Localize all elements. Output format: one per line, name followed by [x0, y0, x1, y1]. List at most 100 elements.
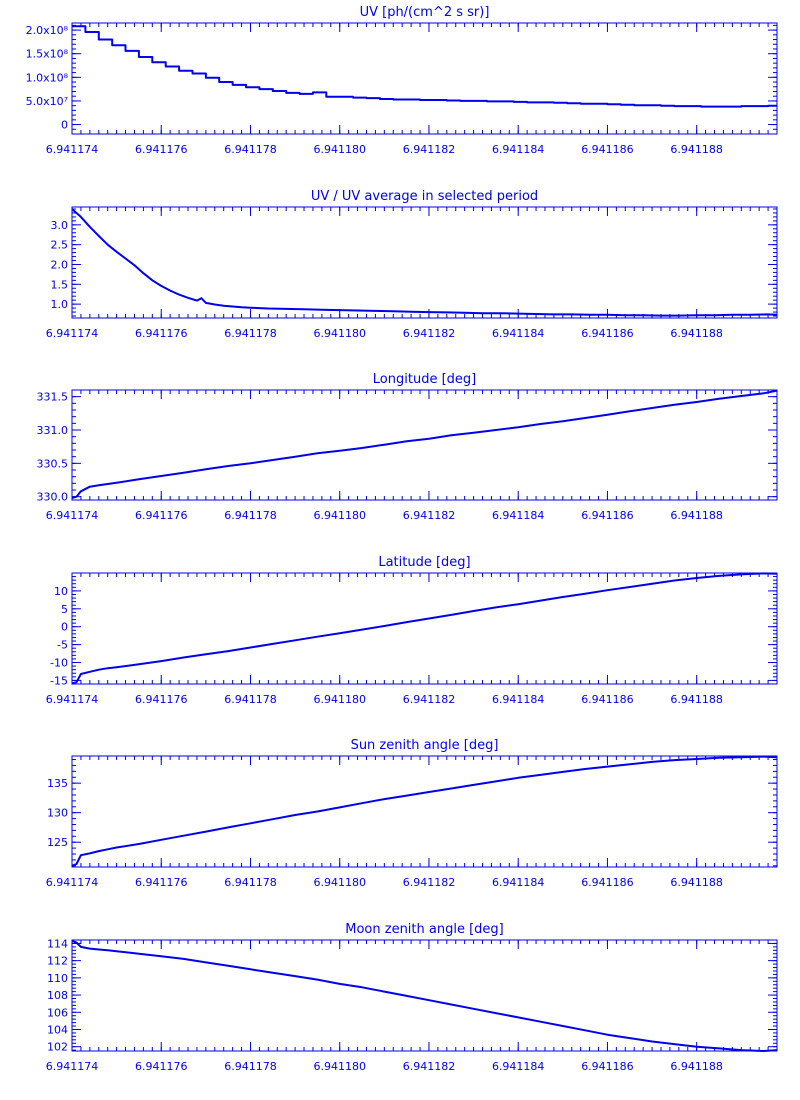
uv-ratio-x-tick-label: 6.941182 — [403, 327, 456, 340]
sun-zenith-y-tick-label: 135 — [47, 777, 68, 790]
uv-x-tick-label: 6.941180 — [313, 143, 366, 156]
longitude-x-tick-label: 6.941188 — [670, 509, 723, 522]
latitude-x-tick-label: 6.941182 — [403, 693, 456, 706]
moon-zenith-plot-frame — [71, 939, 778, 1052]
longitude-x-tick-label: 6.941184 — [492, 509, 545, 522]
uv-ratio-x-tick-label: 6.941174 — [46, 327, 99, 340]
moon-zenith-y-tick-label: 108 — [47, 989, 68, 1002]
moon-zenith-series-line — [71, 939, 778, 1052]
latitude-panel: Latitude [deg] 6.941174 6.941176 6.941178 6.… — [46, 555, 778, 706]
latitude-x-tick-label: 6.941188 — [670, 693, 723, 706]
uv-x-tick-label: 6.941184 — [492, 143, 545, 156]
longitude-x-tick-label: 6.941180 — [313, 509, 366, 522]
sun-zenith-y-tick-label: 125 — [47, 836, 68, 849]
uv-title: UV [ph/(cm^2 s sr)] — [360, 5, 490, 20]
uv-x-tick-label: 6.941188 — [670, 143, 723, 156]
uv-y-tick-label: 0 — [61, 119, 68, 132]
uv-ratio-y-tick-label: 1.5 — [51, 278, 69, 291]
sun-zenith-x-tick-label: 6.941188 — [670, 876, 723, 889]
latitude-x-tick-label: 6.941186 — [581, 693, 634, 706]
uv-x-tick-label: 6.941178 — [224, 143, 277, 156]
uv-x-tick-label: 6.941186 — [581, 143, 634, 156]
longitude-y-tick-label: 331.5 — [37, 391, 69, 404]
moon-zenith-y-tick-label: 106 — [47, 1006, 68, 1019]
moon-zenith-y-tick-label: 102 — [47, 1041, 68, 1054]
uv-ratio-x-tick-label: 6.941186 — [581, 327, 634, 340]
latitude-y-tick-label: -15 — [50, 674, 68, 687]
uv-ratio-x-tick-label: 6.941178 — [224, 327, 277, 340]
uv-ratio-x-tick-label: 6.941188 — [670, 327, 723, 340]
sun-zenith-plot-frame — [71, 755, 778, 868]
uv-ratio-x-tick-label: 6.941180 — [313, 327, 366, 340]
longitude-x-tick-label: 6.941182 — [403, 509, 456, 522]
longitude-series-line — [71, 389, 778, 499]
sun-zenith-x-tick-label: 6.941176 — [135, 876, 188, 889]
uv-plot-frame — [71, 22, 778, 135]
longitude-title: Longitude [deg] — [373, 372, 476, 387]
moon-zenith-x-tick-label: 6.941174 — [46, 1060, 99, 1073]
moon-zenith-x-tick-label: 6.941178 — [224, 1060, 277, 1073]
uv-y-tick-label: 2.0x10⁸ — [26, 24, 69, 37]
uv-ratio-title: UV / UV average in selected period — [311, 189, 538, 204]
moon-zenith-x-tick-label: 6.941186 — [581, 1060, 634, 1073]
latitude-y-tick-label: 0 — [61, 621, 68, 634]
moon-zenith-panel: Moon zenith angle [deg] 6.941174 6.941176 6… — [46, 922, 778, 1073]
uv-y-tick-label: 1.0x10⁸ — [26, 71, 69, 84]
sun-zenith-x-tick-label: 6.941184 — [492, 876, 545, 889]
moon-zenith-title: Moon zenith angle [deg] — [345, 922, 503, 937]
latitude-series-line — [71, 572, 778, 685]
longitude-x-tick-label: 6.941174 — [46, 509, 99, 522]
moon-zenith-x-tick-label: 6.941188 — [670, 1060, 723, 1073]
latitude-plot-frame — [71, 572, 778, 685]
uv-ratio-y-tick-label: 3.0 — [51, 219, 69, 232]
sun-zenith-x-tick-label: 6.941178 — [224, 876, 277, 889]
uv-panel: UV [ph/(cm^2 s sr)] 6.941174 6.941176 6.941… — [26, 5, 778, 156]
uv-ratio-series-line — [71, 208, 778, 317]
longitude-y-tick-label: 331.0 — [37, 424, 69, 437]
sun-zenith-x-tick-label: 6.941174 — [46, 876, 99, 889]
sun-zenith-y-tick-label: 130 — [47, 807, 68, 820]
sun-zenith-panel: Sun zenith angle [deg] 6.941174 6.941176 6.… — [46, 738, 778, 889]
longitude-plot-frame — [71, 389, 778, 501]
uv-x-tick-label: 6.941176 — [135, 143, 188, 156]
uv-ratio-y-tick-label: 2.0 — [51, 258, 69, 271]
latitude-y-tick-label: -5 — [57, 639, 68, 652]
uv-x-tick-label: 6.941182 — [403, 143, 456, 156]
sun-zenith-title: Sun zenith angle [deg] — [351, 738, 499, 753]
latitude-x-tick-label: 6.941184 — [492, 693, 545, 706]
longitude-x-tick-label: 6.941176 — [135, 509, 188, 522]
longitude-y-tick-label: 330.0 — [37, 491, 69, 504]
longitude-panel: Longitude [deg] 6.941174 6.941176 6.941178 6… — [37, 372, 778, 522]
latitude-y-tick-label: -10 — [50, 657, 68, 670]
uv-ratio-x-tick-label: 6.941184 — [492, 327, 545, 340]
moon-zenith-x-tick-label: 6.941176 — [135, 1060, 188, 1073]
moon-zenith-y-tick-label: 110 — [47, 972, 68, 985]
sun-zenith-series-line — [71, 755, 778, 867]
uv-ratio-y-tick-label: 1.0 — [51, 298, 69, 311]
longitude-y-tick-label: 330.5 — [37, 457, 69, 470]
latitude-x-tick-label: 6.941178 — [224, 693, 277, 706]
sun-zenith-x-tick-label: 6.941180 — [313, 876, 366, 889]
longitude-x-tick-label: 6.941178 — [224, 509, 277, 522]
sun-zenith-x-tick-label: 6.941186 — [581, 876, 634, 889]
uv-ratio-panel: UV / UV average in selected period 6.9411… — [46, 189, 778, 340]
latitude-x-tick-label: 6.941180 — [313, 693, 366, 706]
latitude-y-tick-label: 10 — [54, 585, 68, 598]
longitude-x-tick-label: 6.941186 — [581, 509, 634, 522]
uv-series-line — [72, 25, 777, 108]
sun-zenith-x-tick-label: 6.941182 — [403, 876, 456, 889]
latitude-x-tick-label: 6.941176 — [135, 693, 188, 706]
moon-zenith-x-tick-label: 6.941184 — [492, 1060, 545, 1073]
uv-ratio-y-tick-label: 2.5 — [51, 239, 69, 252]
latitude-title: Latitude [deg] — [378, 555, 470, 570]
moon-zenith-y-tick-label: 112 — [47, 955, 68, 968]
uv-y-tick-label: 5.0x10⁷ — [26, 95, 68, 108]
uv-ratio-x-tick-label: 6.941176 — [135, 327, 188, 340]
moon-zenith-x-tick-label: 6.941180 — [313, 1060, 366, 1073]
moon-zenith-x-tick-label: 6.941182 — [403, 1060, 456, 1073]
moon-zenith-y-tick-label: 114 — [47, 937, 68, 950]
latitude-x-tick-label: 6.941174 — [46, 693, 99, 706]
uv-ratio-plot-frame — [71, 206, 778, 319]
moon-zenith-y-tick-label: 104 — [47, 1023, 68, 1036]
